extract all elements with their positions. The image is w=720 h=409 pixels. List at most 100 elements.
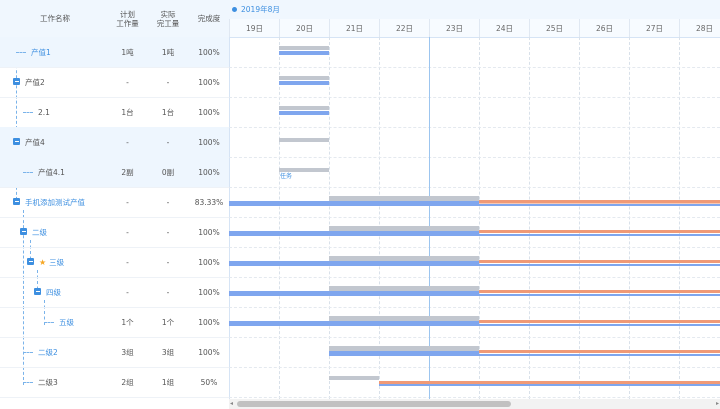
table-row[interactable]: 产值2 - - 100% <box>0 67 229 98</box>
overdue-bar[interactable] <box>479 290 720 293</box>
table-row[interactable]: 四级 - - 100% <box>0 277 229 308</box>
collapse-toggle-icon[interactable] <box>27 258 34 265</box>
task-name[interactable]: 手机添加测试产值 <box>25 187 85 217</box>
table-row[interactable]: 二级 - - 100% <box>0 217 229 248</box>
overdue-bar[interactable] <box>479 230 720 233</box>
task-name-text: 产值4 <box>25 137 45 147</box>
task-name-text: 手机添加测试产值 <box>25 197 85 207</box>
overdue-bar[interactable] <box>479 350 720 353</box>
cell-actual: - <box>166 197 170 207</box>
planned-bar[interactable] <box>329 196 479 201</box>
grid-line <box>579 37 580 399</box>
task-name[interactable]: 二级2 <box>38 337 58 367</box>
planned-bar[interactable] <box>329 256 479 261</box>
task-name[interactable]: 产值4.1 <box>38 157 65 187</box>
actual-bar[interactable] <box>229 321 479 325</box>
task-name[interactable]: 五级 <box>59 307 74 337</box>
table-row[interactable]: 二级3 2组 1组 50% <box>0 367 229 398</box>
horizontal-scrollbar[interactable]: ◂ ▸ <box>229 399 720 409</box>
task-name[interactable]: 二级3 <box>38 367 58 397</box>
task-name[interactable]: 四级 <box>46 277 61 307</box>
grid-line <box>229 217 720 218</box>
task-name[interactable]: 产值2 <box>25 67 45 97</box>
actual-bar[interactable] <box>279 81 329 85</box>
month-dot-icon <box>232 7 237 12</box>
cell-plan: - <box>126 227 129 237</box>
table-row[interactable]: 手机添加测试产值 - - 83.33% <box>0 187 229 218</box>
planned-bar[interactable] <box>329 316 479 321</box>
col-header-plan[interactable]: 计划 工作量 <box>116 9 139 28</box>
overdue-bar[interactable] <box>479 200 720 203</box>
scroll-thumb[interactable] <box>237 401 511 407</box>
tree-line <box>44 322 54 323</box>
table-row[interactable]: 五级 1个 1个 100% <box>0 307 229 338</box>
tree-line <box>44 300 45 325</box>
actual-bar[interactable] <box>229 264 720 266</box>
table-row[interactable]: 产值1 1吨 1吨 100% <box>0 37 229 68</box>
collapse-toggle-icon[interactable] <box>34 288 41 295</box>
collapse-toggle-icon[interactable] <box>13 198 20 205</box>
actual-bar[interactable] <box>279 111 329 115</box>
task-name-text: 产值1 <box>31 47 51 57</box>
actual-bar[interactable] <box>329 351 479 355</box>
col-header-actual[interactable]: 实际 完工量 <box>156 9 180 28</box>
cell-actual: 0副 <box>161 167 175 177</box>
actual-bar[interactable] <box>229 204 720 206</box>
cell-actual: 1组 <box>161 377 175 387</box>
task-name-text: 二级3 <box>38 377 58 387</box>
planned-bar[interactable] <box>329 376 379 380</box>
task-name[interactable]: 产值4 <box>25 127 45 157</box>
task-name[interactable]: 二级 <box>32 217 47 247</box>
actual-bar[interactable] <box>229 231 479 235</box>
planned-bar[interactable] <box>329 346 479 351</box>
planned-bar[interactable] <box>279 106 329 110</box>
cell-plan: - <box>126 257 129 267</box>
today-line <box>429 37 430 399</box>
planned-bar[interactable] <box>279 76 329 80</box>
day-header-cell: 28日 <box>679 19 720 37</box>
cell-progress: 100% <box>198 287 220 297</box>
planned-bar[interactable] <box>329 226 479 231</box>
planned-bar[interactable] <box>279 46 329 50</box>
collapse-toggle-icon[interactable] <box>13 78 20 85</box>
task-name[interactable]: 2.1 <box>38 97 50 127</box>
actual-bar[interactable] <box>279 51 329 55</box>
table-row[interactable]: 产值4.1 2副 0副 100% <box>0 157 229 188</box>
overdue-bar[interactable] <box>479 260 720 263</box>
overdue-bar[interactable] <box>479 320 720 323</box>
planned-bar[interactable] <box>279 138 329 142</box>
col-header-name[interactable]: 工作名称 <box>40 14 70 23</box>
cell-plan: 2组 <box>121 377 134 387</box>
scroll-left-icon[interactable]: ◂ <box>230 400 234 407</box>
actual-bar[interactable] <box>329 354 720 356</box>
cell-progress: 83.33% <box>194 197 224 207</box>
col-header-progress[interactable]: 完成度 <box>197 14 221 23</box>
actual-bar[interactable] <box>229 294 720 296</box>
actual-bar[interactable] <box>229 261 479 265</box>
grid-line <box>679 37 680 399</box>
collapse-toggle-icon[interactable] <box>13 138 20 145</box>
task-name[interactable]: 产值1 <box>31 37 51 67</box>
actual-bar[interactable] <box>229 291 479 295</box>
actual-bar[interactable] <box>229 234 720 236</box>
planned-bar[interactable] <box>279 168 329 172</box>
actual-bar[interactable] <box>229 201 479 205</box>
table-row[interactable]: 二级2 3组 3组 100% <box>0 337 229 368</box>
table-row[interactable]: 2.1 1台 1台 100% <box>0 97 229 128</box>
table-row[interactable]: ★ 三级 - - 100% <box>0 247 229 278</box>
grid-line <box>229 337 720 338</box>
day-header-cell: 24日 <box>479 19 529 37</box>
planned-bar[interactable] <box>329 286 479 291</box>
table-row[interactable]: 产值4 - - 100% <box>0 127 229 158</box>
task-name[interactable]: ★ 三级 <box>39 247 64 277</box>
overdue-bar[interactable] <box>379 381 720 384</box>
month-header: 2019年8月 <box>229 0 720 19</box>
cell-plan: - <box>126 197 129 207</box>
cell-actual: - <box>166 77 170 87</box>
tree-line <box>23 172 33 173</box>
actual-bar[interactable] <box>229 324 720 326</box>
collapse-toggle-icon[interactable] <box>20 228 27 235</box>
task-name-text: 产值4.1 <box>38 167 65 177</box>
actual-bar[interactable] <box>379 384 720 386</box>
scroll-right-icon[interactable]: ▸ <box>715 400 719 407</box>
